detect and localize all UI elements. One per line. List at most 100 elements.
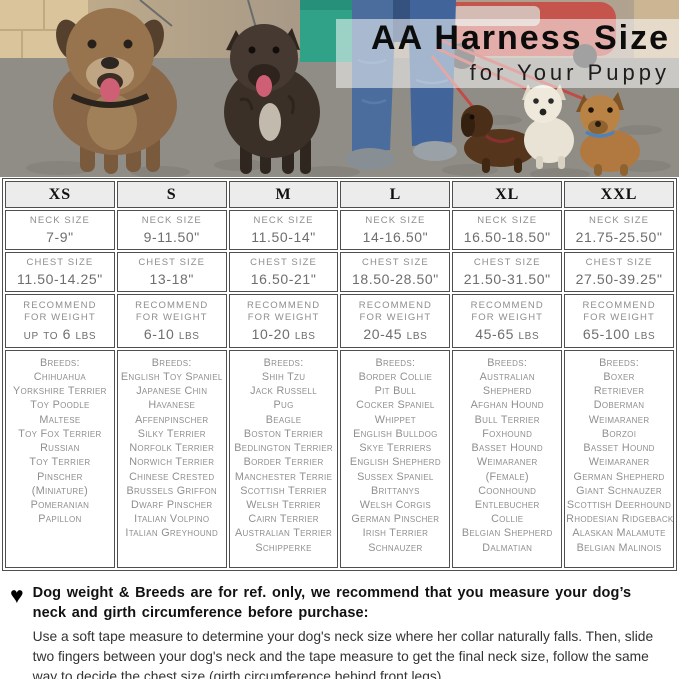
weight-label-2: for Weight <box>24 311 96 323</box>
breed-name: Australian <box>479 371 535 384</box>
neck-size-label: Neck Size <box>477 215 538 226</box>
neck-size-cell: Neck Size 14-16.50" <box>340 210 451 250</box>
neck-size-label: Neck Size <box>141 215 202 226</box>
note-body: Use a soft tape measure to determine you… <box>32 628 654 679</box>
breed-name: Schnauzer <box>368 541 423 554</box>
weight-cell: Recommend for Weight 6-10 lbs <box>116 293 227 348</box>
breed-name: Welsh Terrier <box>246 498 321 511</box>
breeds-list: English Toy Spaniel Japanese Chin Havanese… <box>119 370 225 540</box>
breed-name: Chihuahua <box>33 371 87 384</box>
neck-size-cell: Neck Size 11.50-14" <box>228 210 339 250</box>
title-overlay-band <box>336 19 679 88</box>
size-header-xs: XS <box>5 181 115 208</box>
hero-banner: AA Harness Size for Your Puppy <box>0 0 679 177</box>
breed-name: Weimaraner <box>476 456 538 469</box>
breed-name: German Shepherd <box>573 470 665 483</box>
weight-label-2: for Weight <box>135 311 208 323</box>
breed-name: Scottish Deerhound <box>566 498 672 511</box>
white-terrier-silhouette <box>522 84 574 169</box>
weight-value: up to 6 lbs <box>23 325 97 342</box>
breeds-label: Breeds: <box>375 356 416 369</box>
weight-label-2: for Weight <box>471 311 544 323</box>
chest-size-value: 16.50-21" <box>250 270 317 287</box>
breed-name: Pinscher <box>37 470 83 483</box>
breed-name: Toy Poodle <box>30 399 90 412</box>
neck-size-cell: Neck Size 7-9" <box>5 210 115 250</box>
size-header-l: L <box>340 181 451 208</box>
breed-name: Collie <box>491 513 524 526</box>
breed-name: Italian Greyhound <box>125 527 219 540</box>
page-subtitle: for Your Puppy <box>469 59 670 85</box>
weight-label-1: Recommend <box>135 300 209 311</box>
hero-titles: AA Harness Size for Your Puppy <box>371 19 670 86</box>
breed-name: Russian <box>40 442 80 455</box>
chest-size-value: 21.50-31.50" <box>463 270 551 287</box>
breed-name: Weimaraner <box>588 456 650 469</box>
breed-name: Maltese <box>39 413 81 426</box>
breed-name: Toy Fox Terrier <box>18 427 102 440</box>
breed-name: Borzoi <box>601 427 637 440</box>
breed-name: Afghan Hound <box>470 399 544 412</box>
size-header-xl: XL <box>452 181 563 208</box>
breed-name: Basset Hound <box>471 442 543 455</box>
breed-name: English Bulldog <box>353 427 438 440</box>
breed-name: Jack Russell <box>250 385 318 398</box>
breed-name: Coonhound <box>478 484 537 497</box>
neck-size-label: Neck Size <box>253 215 314 226</box>
breed-name: Brittanys <box>370 484 420 497</box>
breed-name: Boston Terrier <box>243 427 324 440</box>
breed-name: Welsh Corgis <box>359 498 432 511</box>
chest-size-cell: Chest Size 11.50-14.25" <box>5 251 115 292</box>
weight-cell: Recommend for Weight 65-100 lbs <box>564 293 674 348</box>
breed-name: Belgian Malinois <box>576 541 662 554</box>
chain-leashes <box>139 0 257 29</box>
breeds-label: Breeds: <box>151 356 192 369</box>
size-header-xxl: XXL <box>564 181 674 208</box>
weight-cell: Recommend for Weight 20-45 lbs <box>340 293 451 348</box>
breed-name: Beagle <box>265 413 302 426</box>
breeds-label: Breeds: <box>39 356 80 369</box>
breeds-cell-s: Breeds: English Toy Spaniel Japanese Chin H… <box>116 349 227 568</box>
chest-size-value: 13-18" <box>149 270 194 287</box>
breed-name: Bull Terrier <box>474 413 540 426</box>
breed-name: Rhodesian Ridgeback <box>566 513 674 526</box>
weight-value: 45-65 lbs <box>475 325 540 342</box>
size-header-row: XS S M L XL XXL <box>5 181 674 208</box>
breed-name: Australian Terrier <box>235 527 333 540</box>
breed-name: Basset Hound <box>583 442 655 455</box>
chest-size-value: 11.50-14.25" <box>16 270 103 287</box>
chest-size-cell: Chest Size 13-18" <box>116 251 227 292</box>
breed-name: Toy Terrier <box>29 456 91 469</box>
breed-name: Boxer <box>603 371 635 384</box>
breed-name: Dwarf Pinscher <box>131 498 213 511</box>
breed-name: Pit Bull <box>374 385 417 398</box>
harness-size-table: XS S M L XL XXL Neck Size 7-9" Neck Size 9… <box>2 178 677 571</box>
breed-name: (Female) <box>485 470 529 483</box>
note-text: Dog weight & Breeds are for ref. only, w… <box>33 583 665 679</box>
breeds-list: Australian Shepherd Afghan Hound Bull Terri… <box>454 370 560 555</box>
breed-name: Brussels Griffon <box>126 484 217 497</box>
breed-name: Shepherd <box>482 385 532 398</box>
breed-name: Border Terrier <box>243 456 324 469</box>
breed-name: Shih Tzu <box>261 371 306 384</box>
neck-size-cell: Neck Size 16.50-18.50" <box>452 210 563 250</box>
chest-size-row: Chest Size 11.50-14.25" Chest Size 13-18" … <box>5 251 674 292</box>
breeds-list: Shih Tzu Jack Russell Pug Beagle Boston Terr… <box>231 370 337 555</box>
weight-value: 10-20 lbs <box>251 325 316 342</box>
breed-name: Whippet <box>374 413 416 426</box>
chest-size-label: Chest Size <box>138 256 206 268</box>
breeds-cell-xl: Breeds: Australian Shepherd Afghan Hound Bul… <box>452 349 563 568</box>
weight-row: Recommend for Weight up to 6 lbs Recommend… <box>5 293 674 348</box>
weight-label-2: for Weight <box>247 311 320 323</box>
breed-name: Border Collie <box>358 371 433 384</box>
chest-size-label: Chest Size <box>473 256 541 268</box>
page-title: AA Harness Size <box>371 19 670 57</box>
neck-size-value: 14-16.50" <box>362 228 429 245</box>
breed-name: Weimaraner <box>588 413 650 426</box>
chest-size-label: Chest Size <box>585 256 653 268</box>
breed-name: English Toy Spaniel <box>120 371 223 384</box>
breed-name: Japanese Chin <box>136 385 208 398</box>
breeds-list: Border Collie Pit Bull Cocker Spaniel Whipp… <box>342 370 448 555</box>
large-dog-silhouette <box>53 8 177 174</box>
chest-size-value: 18.50-28.50" <box>351 270 439 287</box>
